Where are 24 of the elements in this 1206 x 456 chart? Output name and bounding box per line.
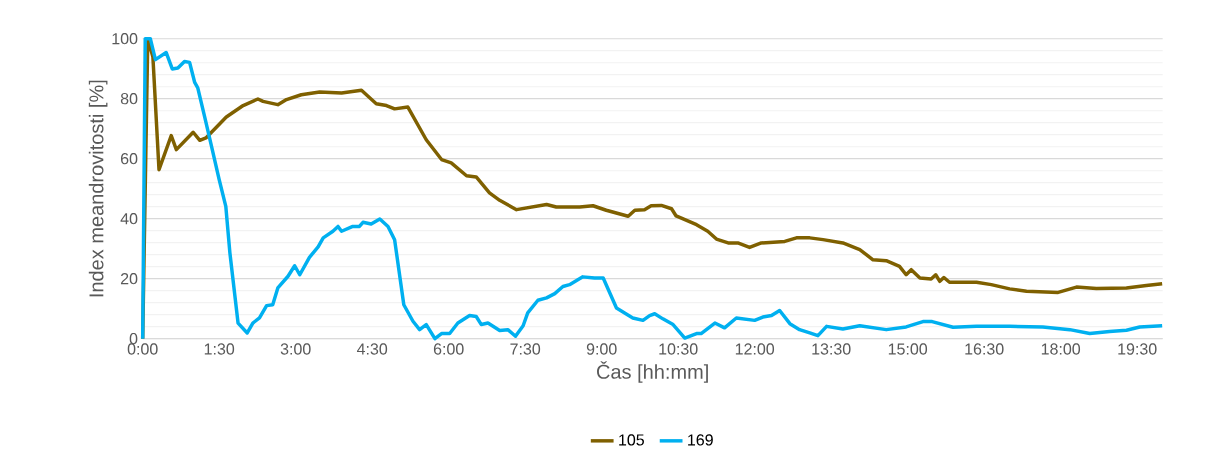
legend-label: 169 xyxy=(688,434,713,446)
x-tick-label: 12:00 xyxy=(735,343,775,355)
x-tick-label: 1:30 xyxy=(204,343,235,355)
x-tick-label: 15:00 xyxy=(888,343,928,355)
x-tick-label: 4:30 xyxy=(356,343,388,355)
x-tick-label: 6:00 xyxy=(433,343,464,355)
y-axis-title: Index meandrovitosti [%] xyxy=(88,80,108,297)
legend-label: 105 xyxy=(619,434,644,446)
x-tick-label: 3:00 xyxy=(280,343,311,355)
x-tick-label: 19:30 xyxy=(1118,343,1157,355)
y-tick-label: 80 xyxy=(120,93,138,105)
y-tick-label: 60 xyxy=(120,153,138,165)
x-tick-label: 13:30 xyxy=(812,343,851,355)
x-tick-label: 10:30 xyxy=(659,343,698,355)
y-tick-label: 40 xyxy=(120,213,138,225)
x-tick-label: 16:30 xyxy=(965,343,1004,355)
x-tick-label: 0:00 xyxy=(127,343,158,355)
x-tick-label: 7:30 xyxy=(510,343,541,355)
y-tick-label: 20 xyxy=(120,273,138,285)
y-tick-label: 0 xyxy=(129,333,138,345)
x-tick-label: 9:00 xyxy=(586,343,617,355)
x-axis-title: Čas [hh:mm] xyxy=(597,361,708,383)
x-tick-label: 18:00 xyxy=(1041,343,1081,355)
y-tick-label: 100 xyxy=(112,33,138,45)
